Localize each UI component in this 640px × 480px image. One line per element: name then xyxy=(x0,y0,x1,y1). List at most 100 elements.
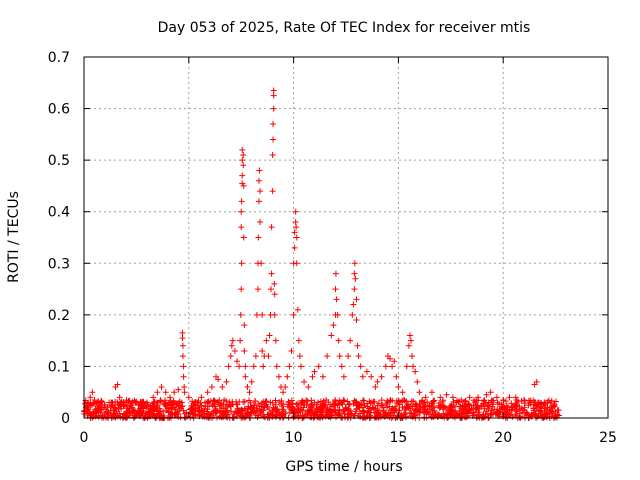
data-point xyxy=(240,399,247,406)
data-point xyxy=(552,398,559,405)
data-point xyxy=(539,411,546,418)
x-tick-label: 0 xyxy=(80,430,89,446)
data-point xyxy=(227,403,234,410)
data-point xyxy=(198,407,205,414)
data-point xyxy=(359,414,366,421)
data-point xyxy=(327,414,334,421)
data-point xyxy=(330,322,337,329)
data-point xyxy=(309,373,316,380)
data-point xyxy=(396,401,403,408)
data-point xyxy=(122,399,129,406)
data-point xyxy=(301,401,308,408)
data-point xyxy=(354,342,361,349)
data-point xyxy=(266,332,273,339)
data-point xyxy=(533,378,540,385)
data-point xyxy=(185,394,192,401)
data-point xyxy=(282,384,289,391)
data-point xyxy=(238,224,245,231)
data-point xyxy=(265,353,272,360)
y-tick-label: 0.2 xyxy=(48,308,70,324)
data-point xyxy=(189,410,196,417)
data-point xyxy=(369,399,376,406)
data-point xyxy=(264,414,271,421)
chart-title: Day 053 of 2025, Rate Of TEC Index for r… xyxy=(158,20,531,36)
data-point xyxy=(197,400,204,407)
data-point xyxy=(332,270,339,277)
data-point xyxy=(179,329,186,336)
data-point xyxy=(345,414,352,421)
data-point xyxy=(252,353,259,360)
data-point xyxy=(508,400,515,407)
data-point xyxy=(135,402,142,409)
data-point xyxy=(237,337,244,344)
data-point xyxy=(256,167,263,174)
data-point xyxy=(164,402,171,409)
data-point xyxy=(238,406,245,413)
data-point xyxy=(252,398,259,405)
data-point xyxy=(86,408,93,415)
y-tick-label: 0.6 xyxy=(48,102,70,118)
data-point xyxy=(111,413,118,420)
data-point xyxy=(365,405,372,412)
data-point xyxy=(208,384,215,391)
data-point xyxy=(162,389,169,396)
data-point xyxy=(179,335,186,342)
data-point xyxy=(205,398,212,405)
data-point xyxy=(129,404,136,411)
data-point xyxy=(487,389,494,396)
data-point xyxy=(85,399,92,406)
data-point xyxy=(414,411,421,418)
data-point xyxy=(189,398,196,405)
data-point xyxy=(117,399,124,406)
data-point xyxy=(542,408,549,415)
data-point xyxy=(259,347,266,354)
data-point xyxy=(457,407,464,414)
data-point xyxy=(500,396,507,403)
data-point xyxy=(198,394,205,401)
data-point xyxy=(360,397,367,404)
data-point xyxy=(472,399,479,406)
data-point xyxy=(451,408,458,415)
data-point xyxy=(181,384,188,391)
data-point xyxy=(271,280,278,287)
data-point xyxy=(364,409,371,416)
data-point xyxy=(535,400,542,407)
data-point xyxy=(342,404,349,411)
data-point xyxy=(268,270,275,277)
data-point xyxy=(211,403,218,410)
data-point xyxy=(98,398,105,405)
data-point xyxy=(238,198,245,205)
data-point xyxy=(145,408,152,415)
data-point xyxy=(430,397,437,404)
data-point xyxy=(421,408,428,415)
data-point xyxy=(513,397,520,404)
data-point xyxy=(92,406,99,413)
data-point xyxy=(336,353,343,360)
data-point xyxy=(284,373,291,380)
data-point xyxy=(509,403,516,410)
data-point xyxy=(250,363,257,370)
data-point xyxy=(257,219,264,226)
data-point xyxy=(115,406,122,413)
data-point xyxy=(253,311,260,318)
data-point xyxy=(411,407,418,414)
y-tick-label: 0.7 xyxy=(48,50,70,66)
data-point xyxy=(171,389,178,396)
data-point xyxy=(154,399,161,406)
data-point xyxy=(419,398,426,405)
data-point xyxy=(395,384,402,391)
data-point xyxy=(103,406,110,413)
data-point xyxy=(440,403,447,410)
data-point xyxy=(147,403,154,410)
data-point xyxy=(238,208,245,215)
data-point xyxy=(106,399,113,406)
data-point xyxy=(270,121,277,128)
data-point xyxy=(386,403,393,410)
y-tick-label: 0.5 xyxy=(48,153,70,169)
data-point xyxy=(335,337,342,344)
data-point xyxy=(493,394,500,401)
data-point xyxy=(293,234,300,241)
data-point xyxy=(424,399,431,406)
data-point xyxy=(355,353,362,360)
data-point xyxy=(373,413,380,420)
